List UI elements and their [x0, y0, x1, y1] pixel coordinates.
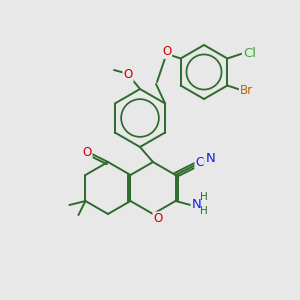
Text: N: N: [192, 199, 201, 212]
Text: O: O: [162, 45, 171, 58]
Text: Br: Br: [240, 84, 253, 97]
Text: O: O: [153, 212, 163, 226]
Text: C: C: [195, 157, 204, 169]
Text: O: O: [123, 68, 133, 82]
Text: N: N: [206, 152, 215, 164]
Text: O: O: [82, 146, 92, 158]
Text: Cl: Cl: [243, 47, 256, 60]
Text: H: H: [200, 206, 207, 216]
Text: H: H: [200, 192, 207, 202]
